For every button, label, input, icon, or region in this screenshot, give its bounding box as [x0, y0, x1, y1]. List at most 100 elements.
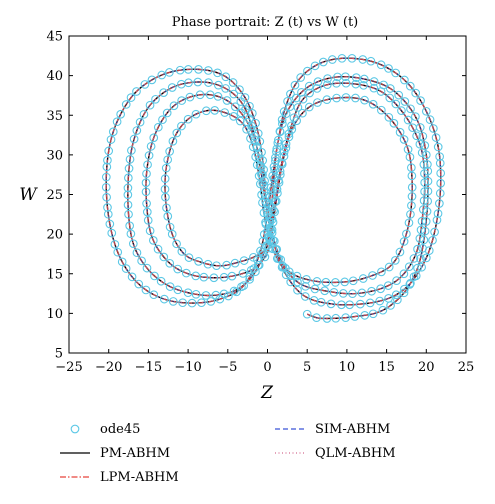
ode45-point [235, 85, 244, 94]
ode45-point [411, 88, 421, 98]
ode45-point [201, 106, 211, 116]
ode45-point [411, 112, 420, 121]
ode45-point [377, 267, 386, 277]
ode45-point [149, 290, 159, 300]
legend: ode45 PM-ABHM LPM-ABHM SIM-ABHM QLM-ABHM [60, 422, 396, 485]
ode45-point [433, 142, 443, 152]
ode45-point [392, 276, 401, 286]
ode45-point [161, 163, 171, 173]
ode45-point [301, 281, 310, 291]
ode45-point [148, 236, 158, 245]
ode45-point [384, 262, 394, 272]
ode45-point [268, 171, 278, 181]
ode45-point [424, 246, 434, 255]
ode45-point [125, 221, 135, 231]
ode45-point [191, 289, 201, 299]
ode45-point [271, 245, 280, 254]
ode45-point [209, 273, 219, 283]
ode45-point [121, 264, 131, 273]
ode45-point [272, 144, 282, 154]
ode45-point [105, 219, 115, 229]
ode45-point [407, 192, 417, 201]
ode45-point [144, 151, 154, 160]
ode45-point [159, 252, 169, 262]
ode45-point [267, 215, 277, 224]
series-ode45-markers [101, 53, 446, 323]
ode45-point [232, 287, 241, 297]
ode45-point [351, 79, 361, 89]
ode45-point [206, 297, 216, 306]
ode45-point [253, 255, 262, 265]
ode45-point [128, 239, 138, 249]
legend-label: ode45 [100, 422, 140, 437]
ode45-point [172, 128, 182, 138]
ode45-point [283, 96, 292, 106]
ode45-point [185, 92, 195, 102]
ode45-point [406, 278, 415, 288]
y-tick-label: 25 [46, 188, 63, 203]
ode45-point [129, 134, 139, 144]
ode45-point [260, 176, 269, 186]
ode45-point [103, 209, 113, 219]
ode45-point [289, 113, 299, 123]
ode45-point [369, 77, 379, 86]
ode45-point [279, 107, 289, 116]
ode45-point [420, 178, 430, 187]
ode45-point [406, 104, 415, 114]
ode45-point [102, 192, 111, 202]
ode45-point [436, 168, 446, 178]
ode45-point [239, 281, 249, 290]
ode45-point [178, 298, 188, 308]
legend-item-sim-abhm: SIM-ABHM [275, 422, 390, 437]
ode45-point [368, 99, 378, 109]
ode45-point [411, 271, 421, 281]
ode45-point [345, 300, 354, 310]
ode45-point [153, 122, 163, 132]
ode45-point [376, 87, 386, 96]
ode45-point [310, 61, 320, 71]
ode45-point [159, 88, 168, 97]
ode45-point [132, 126, 142, 135]
ode45-point [390, 256, 400, 265]
ode45-point [348, 289, 357, 299]
ode45-point [162, 203, 171, 213]
ode45-point [383, 281, 393, 290]
x-tick-label: −25 [55, 360, 82, 375]
ode45-point [269, 206, 278, 215]
x-tick-label: 5 [303, 360, 311, 375]
ode45-point [165, 68, 174, 77]
ode45-point [286, 271, 296, 281]
legend-item-ode45: ode45 [70, 422, 140, 437]
ode45-point [273, 138, 283, 148]
ode45-point [400, 75, 409, 85]
ode45-point [150, 271, 159, 281]
ode45-point [391, 99, 401, 109]
ode45-point [323, 74, 332, 83]
ode45-point [416, 225, 426, 235]
ode45-point [404, 218, 414, 228]
ode45-point [110, 239, 120, 249]
ode45-point [273, 135, 283, 145]
ode45-point [123, 200, 133, 210]
ode45-point [165, 282, 175, 291]
ode45-point [366, 56, 376, 66]
ode45-point [357, 288, 367, 298]
ode45-point [384, 64, 393, 73]
ode45-point [403, 115, 413, 125]
ode45-point [384, 294, 393, 303]
y-tick-label: 5 [55, 347, 63, 362]
ode45-point [367, 286, 376, 296]
ode45-point [269, 162, 279, 172]
ticks-layer: −25 −20 −15 −10 −5 0 5 10 15 20 25 5 10 15 20 25 30 35 40 4… [46, 30, 474, 376]
ode45-point [143, 215, 153, 225]
ode45-point [195, 90, 205, 100]
ode45-point [418, 205, 428, 214]
ode45-point [220, 108, 230, 117]
ode45-point [221, 72, 231, 82]
ode45-point [333, 72, 342, 82]
ode45-point [187, 298, 197, 308]
ode45-point [177, 96, 187, 105]
ode45-point [245, 272, 255, 282]
ode45-point [103, 155, 112, 165]
y-tick-label: 45 [46, 30, 63, 45]
